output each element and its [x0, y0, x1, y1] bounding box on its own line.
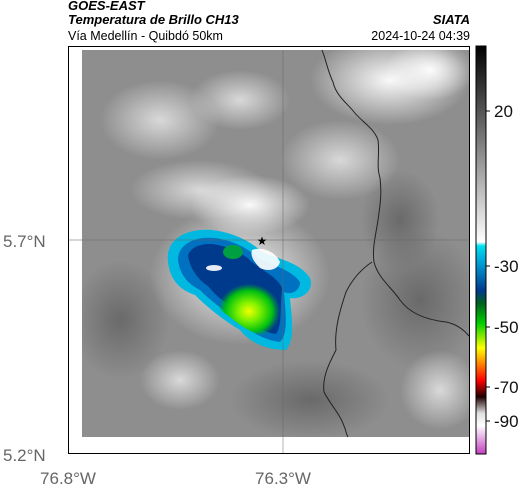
product-title: Temperatura de Brillo CH13: [68, 12, 239, 27]
colorbar-tick-label: -90: [494, 412, 519, 431]
timestamp: 2024-10-24 04:39: [371, 29, 470, 43]
lon-label: 76.8°W: [40, 469, 96, 488]
colorbar-tick-label: -50: [494, 318, 519, 337]
colorbar-tick-label: -70: [494, 378, 519, 397]
colorbar-tick-label: 20: [494, 102, 513, 121]
lat-label: 5.2°N: [3, 446, 46, 465]
satellite-image: [82, 50, 469, 437]
map-subtitle: Vía Medellín - Quibdó 50km: [68, 29, 223, 43]
star-icon: ★: [257, 234, 268, 248]
brand-label: SIATA: [432, 12, 470, 27]
border-line: [321, 49, 470, 337]
lon-label: 76.3°W: [255, 469, 311, 488]
colorbar-tick-label: -30: [494, 257, 519, 276]
app-title: GOES-EAST: [68, 0, 145, 13]
map-frame: [68, 46, 470, 454]
lat-label: 5.7°N: [3, 232, 46, 251]
colorbar: 20 -30 -50 -70 -90: [475, 45, 519, 455]
border-line: [323, 261, 373, 438]
